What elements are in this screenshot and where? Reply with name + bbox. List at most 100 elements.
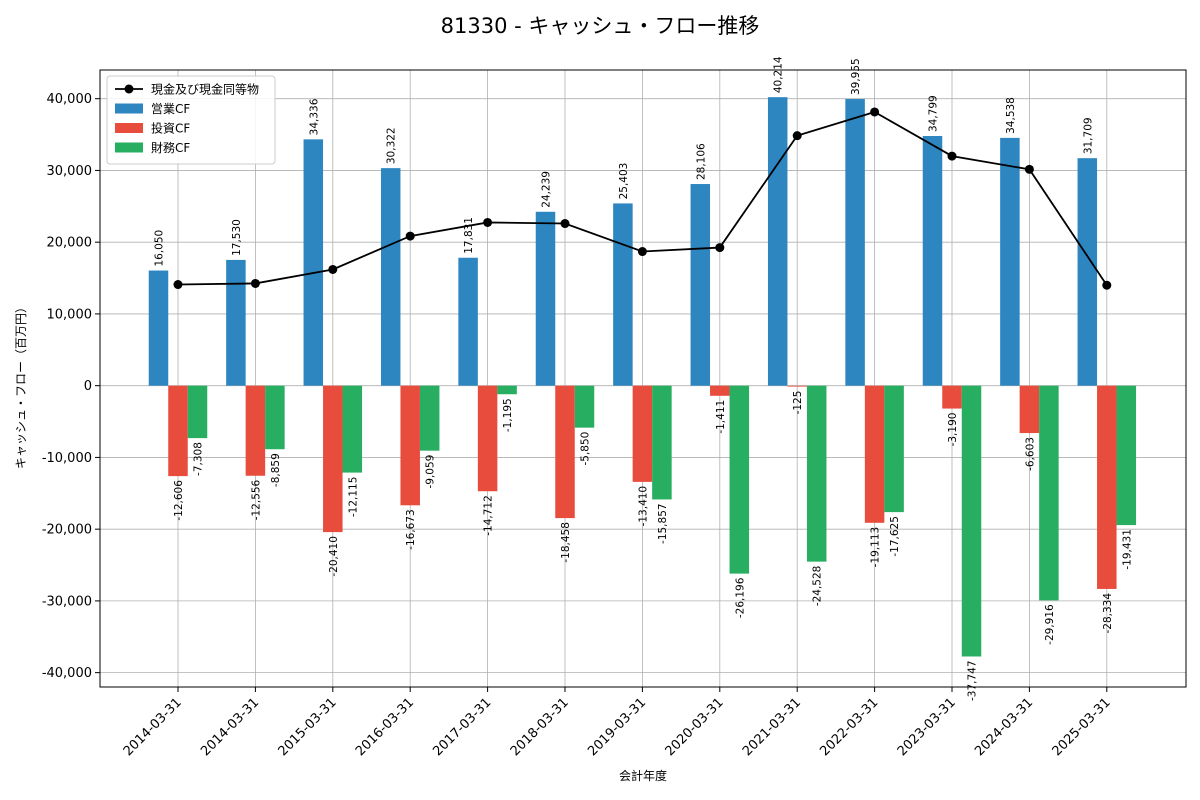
data-label: -29,916 [1044, 604, 1056, 645]
data-label: -15,857 [657, 503, 669, 544]
legend-swatch [115, 103, 143, 114]
x-tick-label: 2023-03-31 [895, 695, 959, 759]
data-label: -18,458 [560, 522, 572, 563]
data-label: -125 [792, 391, 804, 415]
bar-財務CF [806, 385, 827, 562]
data-label: -6,603 [1024, 437, 1036, 471]
x-tick-label: 2025-03-31 [1050, 695, 1114, 759]
data-label: -12,556 [250, 479, 262, 520]
cash-line-point [328, 264, 338, 274]
bar-営業CF [303, 139, 324, 386]
bars [148, 97, 1137, 657]
y-tick-label: -30,000 [42, 594, 92, 609]
bar-財務CF [187, 385, 208, 439]
bar-投資CF [710, 385, 730, 396]
data-label: -12,115 [347, 477, 359, 518]
bar-財務CF [884, 385, 904, 513]
data-label: 31,709 [1082, 117, 1094, 154]
data-label: 34,799 [928, 95, 940, 132]
data-label: 25,403 [618, 163, 630, 200]
bar-財務CF [265, 385, 285, 450]
data-label: -1,411 [715, 400, 727, 434]
data-label: 24,239 [541, 171, 553, 208]
bar-営業CF [690, 184, 711, 386]
bar-営業CF [767, 97, 788, 386]
bar-投資CF [787, 385, 807, 387]
x-tick-label: 2024-03-31 [972, 695, 1036, 759]
bar-営業CF [1000, 137, 1020, 386]
cash-line-point [792, 131, 802, 141]
y-tick-label: 20,000 [47, 236, 93, 251]
bar-財務CF [1116, 385, 1137, 526]
bar-営業CF [613, 203, 633, 386]
x-axis-label: 会計年度 [619, 768, 667, 783]
bar-財務CF [652, 385, 672, 500]
x-tick-label: 2014-03-31 [121, 695, 185, 759]
y-tick-label: -10,000 [42, 451, 92, 466]
cash-line-point [947, 151, 957, 161]
x-tick-label: 2019-03-31 [585, 695, 649, 759]
bar-投資CF [864, 385, 885, 523]
bar-営業CF [458, 257, 478, 386]
bar-営業CF [148, 270, 169, 386]
bar-投資CF [168, 385, 188, 477]
data-label: -28,334 [1102, 593, 1114, 634]
x-tick-label: 2014-03-31 [198, 695, 262, 759]
data-label: 30,322 [386, 127, 398, 164]
bar-投資CF [245, 385, 266, 476]
data-label: -1,195 [502, 398, 514, 432]
legend-label: 営業CF [151, 102, 190, 116]
data-label: -24,528 [812, 566, 824, 607]
data-label: -20,410 [328, 536, 340, 577]
bar-営業CF [1077, 158, 1098, 386]
data-label: 40,214 [773, 56, 785, 93]
bar-投資CF [1097, 385, 1117, 589]
cash-line-point [637, 247, 647, 257]
cash-line-point [483, 217, 493, 227]
x-tick-label: 2020-03-31 [663, 695, 727, 759]
bar-営業CF [845, 99, 865, 386]
data-label: -16,673 [405, 509, 417, 550]
bar-財務CF [729, 385, 750, 574]
y-axis: -40,000 -30,000 -20,000 -10,000 0 10,000 20,00… [42, 92, 100, 681]
y-tick-label: -20,000 [42, 523, 92, 538]
data-label: 17,831 [463, 217, 475, 254]
bar-財務CF [574, 385, 595, 428]
data-label: -17,625 [889, 516, 901, 557]
data-label: 39,955 [850, 58, 862, 95]
bar-投資CF [632, 385, 653, 482]
data-label: -14,712 [483, 495, 495, 536]
legend-label: 現金及び現金同等物 [151, 82, 259, 97]
bar-投資CF [323, 385, 343, 533]
bar-営業CF [922, 136, 943, 386]
bar-営業CF [380, 168, 401, 386]
legend-label: 財務CF [151, 140, 190, 155]
bar-投資CF [942, 385, 962, 409]
data-label: 28,106 [695, 143, 707, 180]
data-label: -9,059 [425, 455, 437, 489]
x-tick-label: 2021-03-31 [740, 695, 804, 759]
y-tick-label: 30,000 [47, 164, 93, 179]
legend-label: 投資CF [151, 121, 190, 136]
data-label: -19,113 [870, 527, 882, 568]
plot-frame [99, 69, 1187, 688]
y-tick-label: 40,000 [47, 92, 93, 107]
x-tick-label: 2015-03-31 [276, 695, 340, 759]
data-label: -13,410 [637, 486, 649, 527]
chart-title: 81330 - キャッシュ・フロー推移 [441, 14, 760, 38]
cash-line-point [173, 280, 183, 290]
legend-line-marker [124, 84, 134, 94]
cash-line-point [1024, 164, 1034, 174]
data-label: -8,859 [270, 453, 282, 487]
cash-line-point [715, 243, 725, 253]
bar-投資CF [1019, 385, 1040, 434]
bar-投資CF [477, 385, 498, 492]
bar-財務CF [419, 385, 440, 451]
data-label: -3,190 [947, 413, 959, 447]
data-label: 16,050 [154, 230, 166, 267]
bar-財務CF [342, 385, 363, 473]
cash-line-point [1102, 280, 1112, 290]
cash-line-point [405, 231, 415, 241]
